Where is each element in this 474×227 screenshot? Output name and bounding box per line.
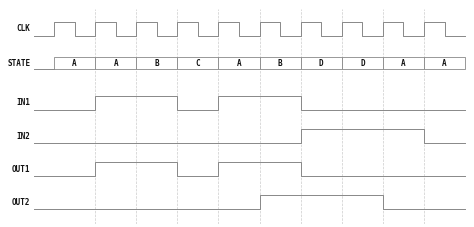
- FancyBboxPatch shape: [301, 57, 342, 69]
- Text: D: D: [360, 59, 365, 68]
- Text: D: D: [319, 59, 324, 68]
- FancyBboxPatch shape: [260, 57, 301, 69]
- Text: B: B: [278, 59, 283, 68]
- Text: A: A: [442, 59, 447, 68]
- Text: A: A: [113, 59, 118, 68]
- Text: A: A: [237, 59, 241, 68]
- FancyBboxPatch shape: [54, 57, 95, 69]
- Text: B: B: [155, 59, 159, 68]
- FancyBboxPatch shape: [383, 57, 424, 69]
- Text: A: A: [401, 59, 406, 68]
- FancyBboxPatch shape: [177, 57, 219, 69]
- Text: A: A: [73, 59, 77, 68]
- FancyBboxPatch shape: [424, 57, 465, 69]
- FancyBboxPatch shape: [342, 57, 383, 69]
- FancyBboxPatch shape: [137, 57, 177, 69]
- Text: IN1: IN1: [17, 98, 30, 107]
- FancyBboxPatch shape: [219, 57, 260, 69]
- Text: C: C: [196, 59, 200, 68]
- Text: OUT2: OUT2: [12, 198, 30, 207]
- Text: STATE: STATE: [7, 59, 30, 68]
- Text: CLK: CLK: [17, 25, 30, 33]
- Text: OUT1: OUT1: [12, 165, 30, 174]
- FancyBboxPatch shape: [95, 57, 137, 69]
- Text: IN2: IN2: [17, 131, 30, 141]
